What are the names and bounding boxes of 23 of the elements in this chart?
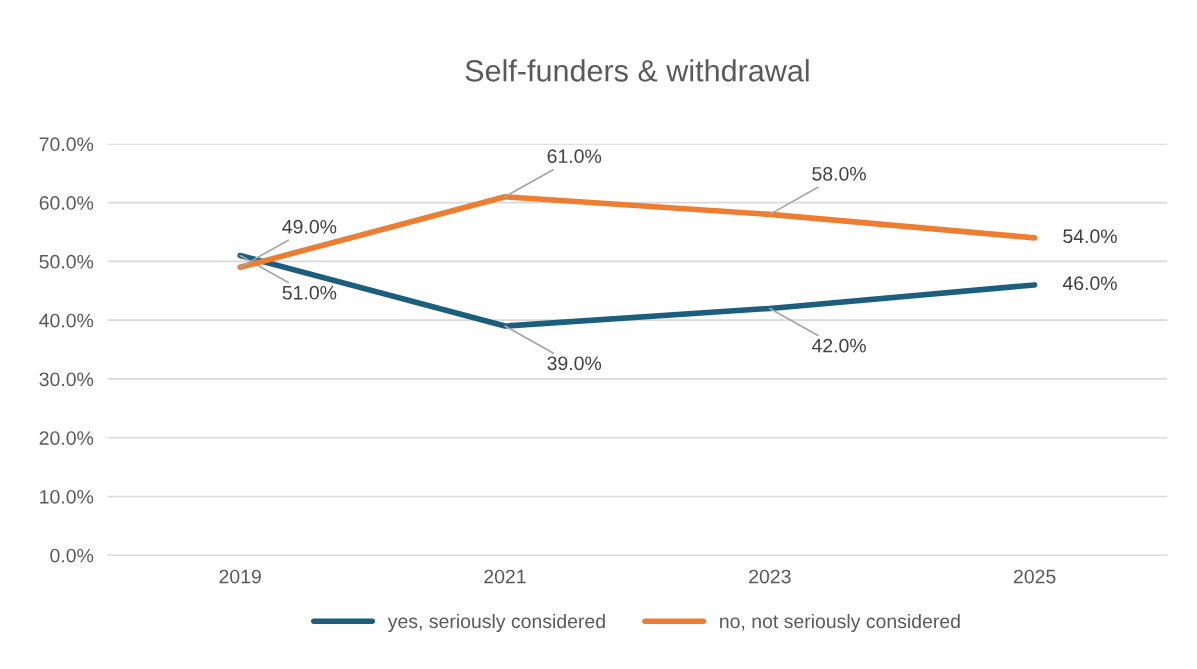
data-label: 49.0%	[282, 219, 337, 234]
y-tick-label: 70.0%	[39, 137, 94, 152]
data-label: 42.0%	[811, 338, 866, 353]
y-tick-label: 0.0%	[50, 548, 94, 563]
chart-title: Self-funders & withdrawal	[465, 59, 809, 82]
y-tick-label: 20.0%	[39, 431, 94, 445]
y-tick-label: 50.0%	[39, 254, 94, 269]
x-tick-label: 2019	[219, 569, 261, 584]
y-tick-label: 40.0%	[39, 313, 94, 328]
legend-label: no, not seriously considered	[720, 613, 960, 633]
y-tick-label: 10.0%	[40, 489, 94, 504]
x-tick-label: 2025	[1014, 569, 1056, 584]
y-tick-label: 60.0%	[39, 196, 94, 210]
legend-label: yes, seriously considered	[387, 613, 605, 633]
x-tick-label: 2023	[749, 569, 791, 584]
data-label: 61.0%	[547, 149, 602, 164]
x-tick-label: 2021	[484, 569, 526, 584]
data-label: 46.0%	[1062, 276, 1117, 291]
data-label: 54.0%	[1063, 229, 1117, 244]
y-tick-label: 30.0%	[39, 372, 94, 387]
data-label: 39.0%	[547, 356, 602, 371]
data-label: 58.0%	[812, 166, 866, 181]
data-label: 51.0%	[282, 285, 337, 300]
